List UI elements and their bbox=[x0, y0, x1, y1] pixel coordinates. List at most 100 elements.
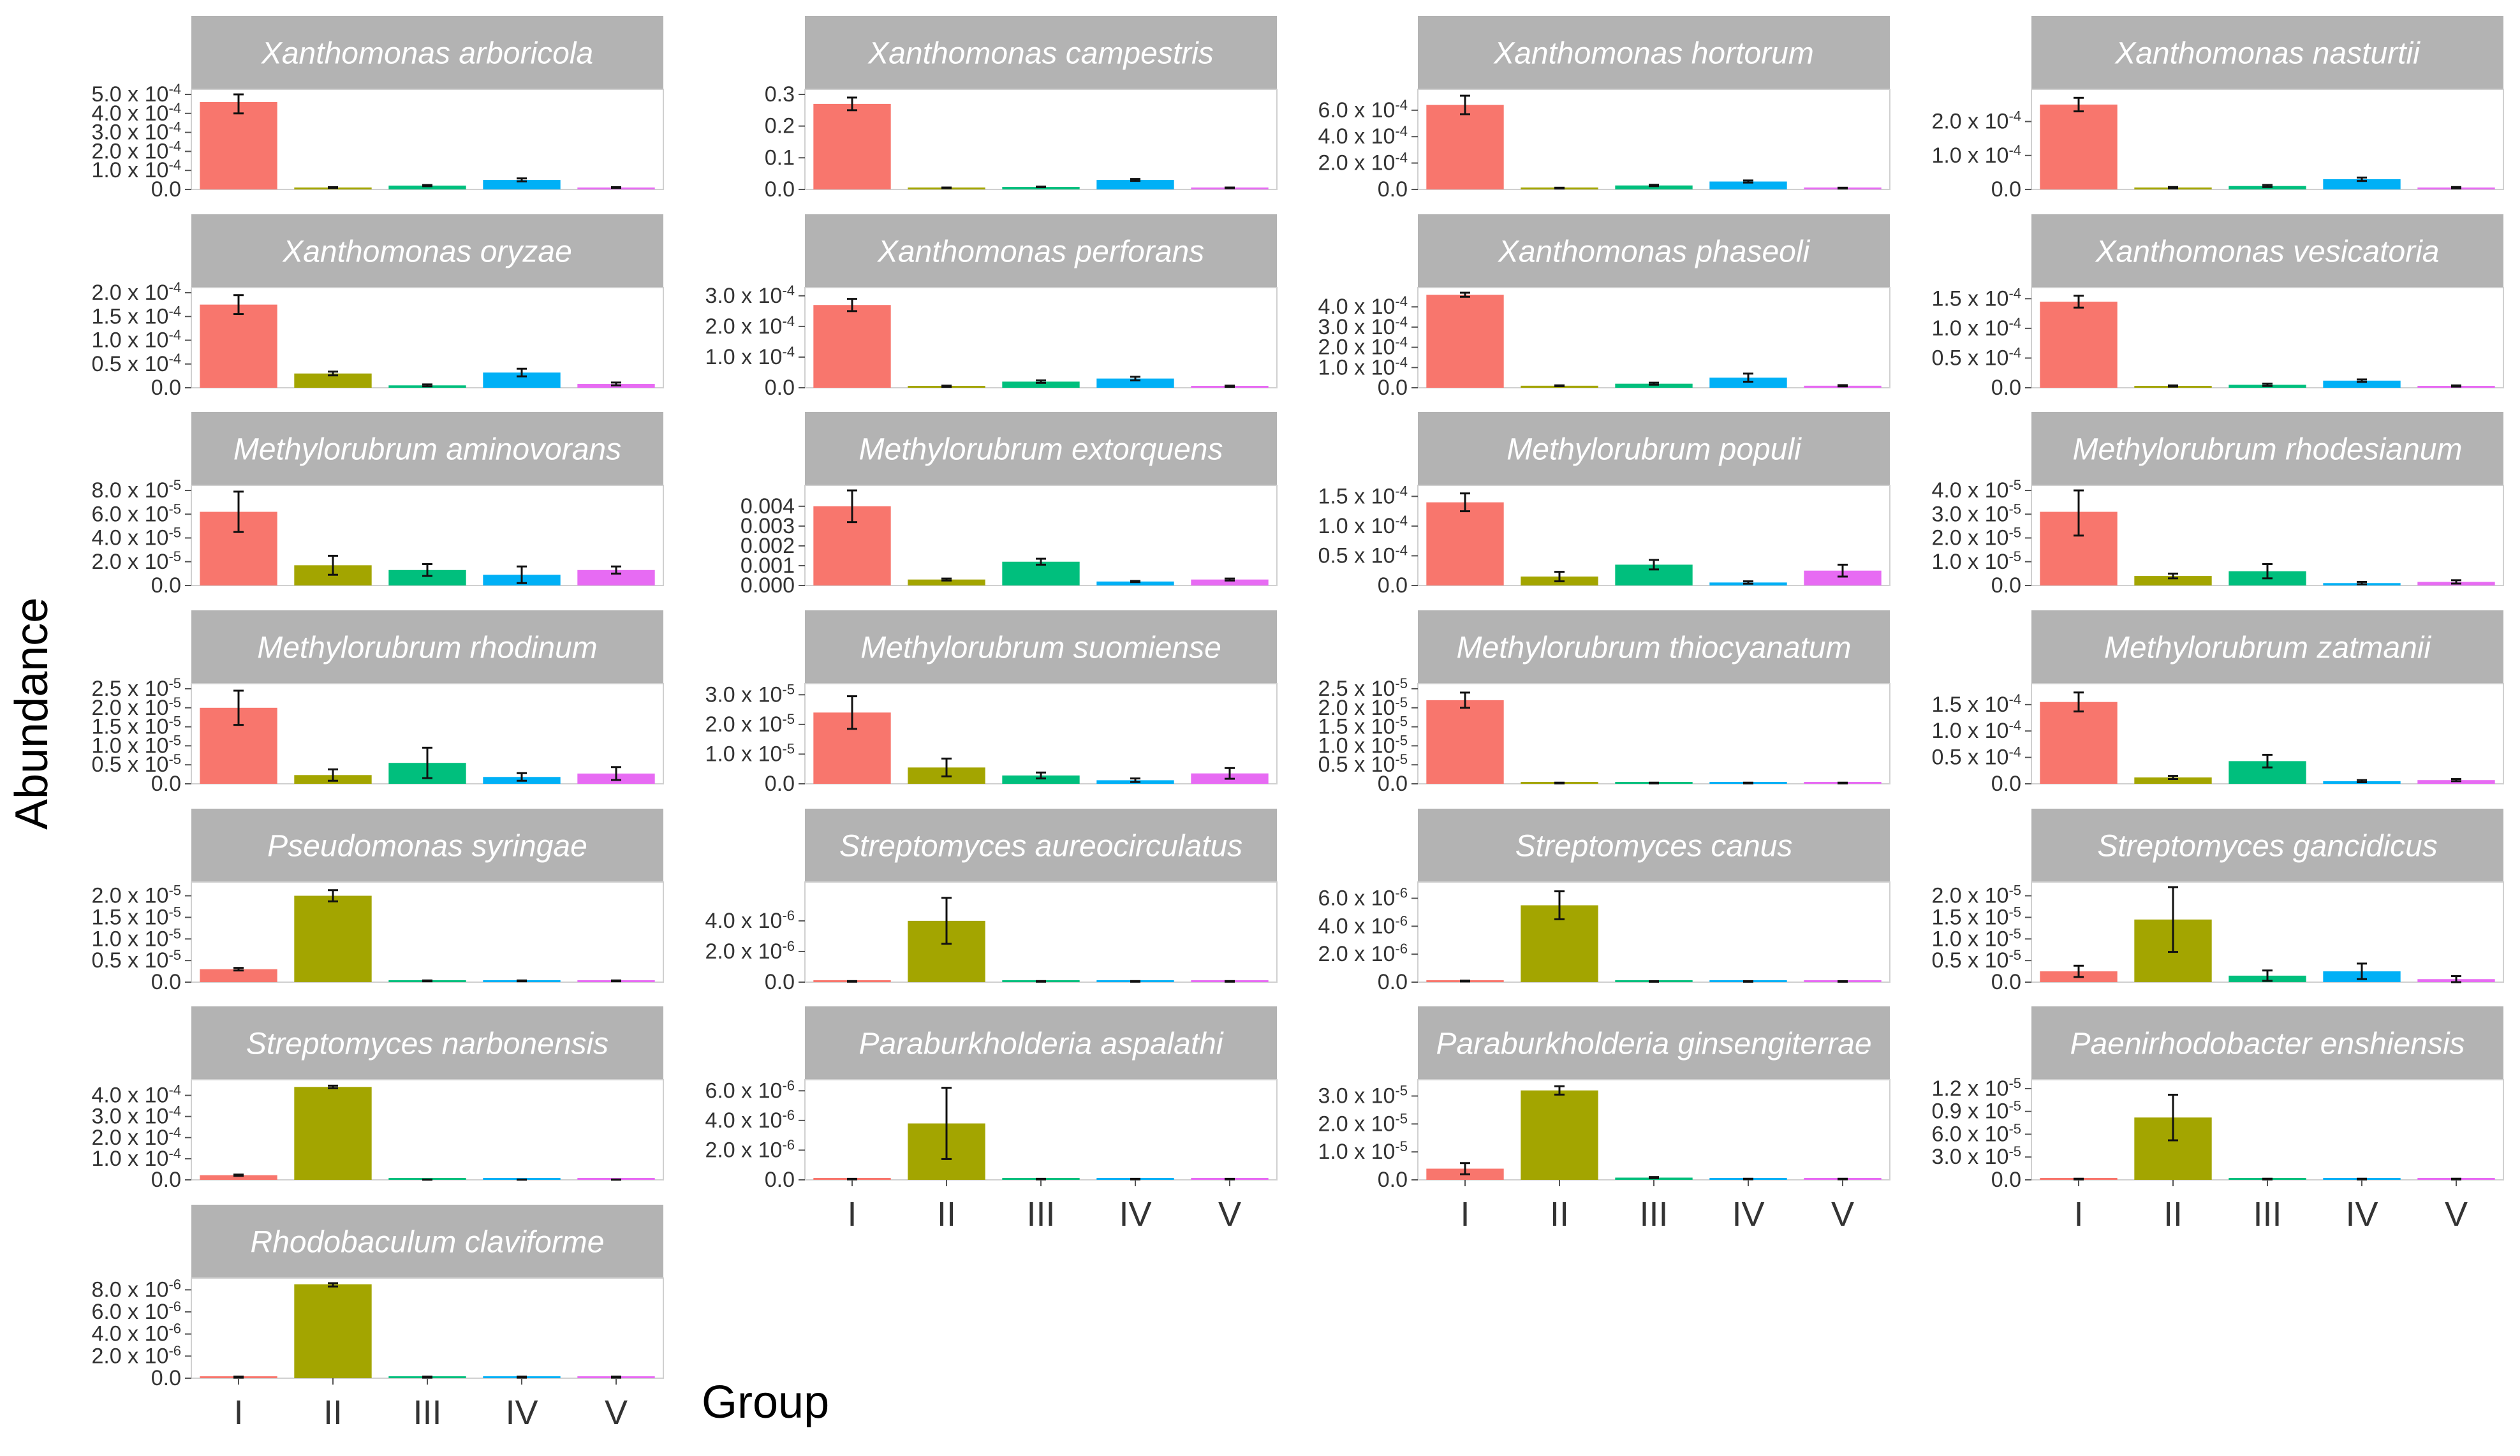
bar-IV bbox=[483, 372, 561, 388]
y-tick-label: 4.0 x 10-4 bbox=[91, 99, 181, 126]
bar-IV bbox=[1709, 181, 1787, 189]
panel: Xanthomonas nasturtii 0.0 1.0 x 10-4 2.0 x … bbox=[1931, 16, 2504, 202]
y-tick-label: 1.5 x 10-4 bbox=[1931, 691, 2021, 717]
y-tick-label: 0.0 bbox=[1991, 376, 2021, 400]
y-tick-label: 0.5 x 10-5 bbox=[91, 947, 181, 973]
panel-strip bbox=[2031, 412, 2503, 485]
y-tick-label: 0.5 x 10-5 bbox=[91, 751, 181, 777]
x-tick-label: II bbox=[1550, 1195, 1569, 1233]
y-tick-label: 1.0 x 10-5 bbox=[1931, 548, 2021, 574]
bar-I bbox=[813, 305, 891, 388]
y-tick-label: 0.0 bbox=[1991, 1168, 2021, 1192]
x-tick-label: IV bbox=[2345, 1195, 2378, 1233]
bar-IV bbox=[1096, 378, 1174, 388]
y-tick-label: 2.5 x 10-5 bbox=[91, 675, 181, 702]
panel-title: Streptomyces aureocirculatus bbox=[839, 830, 1242, 864]
y-tick-label: 2.0 x 10-6 bbox=[1318, 941, 1408, 967]
panel-title: Streptomyces canus bbox=[1515, 830, 1793, 864]
panel-title: Methylorubrum thiocyanatum bbox=[1457, 631, 1852, 665]
panel-strip bbox=[805, 16, 1277, 89]
panel-strip bbox=[191, 1205, 663, 1278]
y-tick-label: 0.0 bbox=[1378, 177, 1408, 202]
y-tick-label: 1.5 x 10-5 bbox=[91, 713, 181, 739]
panel-strip bbox=[2031, 610, 2503, 684]
y-tick-label: 0.0 bbox=[1991, 573, 2021, 598]
y-tick-label: 0.0 bbox=[151, 1366, 181, 1390]
y-tick-label: 1.5 x 10-5 bbox=[91, 904, 181, 930]
panel-plot-area bbox=[191, 1277, 664, 1379]
y-tick-label: 2.0 x 10-5 bbox=[1318, 1110, 1408, 1136]
panel-title: Methylorubrum aminovorans bbox=[233, 433, 621, 467]
panel-title: Xanthomonas perforans bbox=[877, 235, 1204, 269]
panel: Xanthomonas perforans 0.0 1.0 x 10-4 2.0 x … bbox=[705, 214, 1278, 400]
bar-I bbox=[1426, 502, 1504, 585]
y-tick-label: 1.0 x 10-5 bbox=[1931, 925, 2021, 952]
y-tick-label: 1.0 x 10-5 bbox=[1318, 1138, 1408, 1165]
y-tick-label: 2.5 x 10-5 bbox=[1318, 675, 1408, 702]
panel-title: Streptomyces narbonensis bbox=[246, 1027, 608, 1061]
panel-title: Xanthomonas nasturtii bbox=[2114, 37, 2421, 71]
panel: Streptomyces aureocirculatus 0.0 2.0 x 10-… bbox=[705, 809, 1278, 994]
bar-I bbox=[813, 103, 891, 189]
bar-V bbox=[1191, 579, 1269, 585]
y-tick-label: 1.0 x 10-5 bbox=[705, 740, 795, 767]
panel-strip bbox=[1418, 412, 1890, 485]
x-tick-label: IV bbox=[1119, 1195, 1151, 1233]
panel-strip bbox=[805, 412, 1277, 485]
panel: Methylorubrum rhodinum 0.00.5 x 10-51.0 x… bbox=[91, 610, 664, 796]
y-tick-label: 6.0 x 10-6 bbox=[91, 1298, 181, 1325]
y-tick-label: 0.3 bbox=[765, 82, 795, 107]
bar-I bbox=[1426, 700, 1504, 784]
panel-title: Methylorubrum zatmanii bbox=[2104, 631, 2432, 665]
y-tick-label: 1.5 x 10-4 bbox=[1318, 483, 1408, 509]
y-tick-label: 0.5 x 10-4 bbox=[1931, 744, 2021, 770]
bar-II bbox=[1521, 1090, 1598, 1180]
panel: Xanthomonas vesicatoria 0.0 0.5 x 10-4 1.0 … bbox=[1931, 214, 2504, 400]
y-tick-label: 2.0 x 10-4 bbox=[1931, 108, 2021, 134]
x-tick-label: II bbox=[937, 1195, 956, 1233]
y-tick-label: 2.0 x 10-5 bbox=[1931, 524, 2021, 550]
panel-title: Paenirhodobacter enshiensis bbox=[2070, 1027, 2465, 1061]
y-tick-label: 0.0 bbox=[1378, 1168, 1408, 1192]
y-tick-label: 0.0 bbox=[1378, 376, 1408, 400]
y-tick-label: 0.5 x 10-4 bbox=[1318, 542, 1408, 568]
bar-III bbox=[1615, 185, 1693, 189]
panel-plot-area bbox=[804, 881, 1278, 983]
y-tick-label: 0.0 bbox=[1378, 573, 1408, 598]
panel-plot-area bbox=[1417, 881, 1890, 983]
bar-I bbox=[200, 304, 277, 388]
y-tick-label: 3.0 x 10-4 bbox=[91, 1103, 181, 1129]
bar-II bbox=[908, 579, 985, 585]
panel-strip bbox=[805, 1006, 1277, 1080]
y-tick-label: 2.0 x 10-5 bbox=[91, 548, 181, 574]
bar-I bbox=[2040, 702, 2118, 784]
y-tick-label: 0.0 bbox=[151, 772, 181, 796]
panel-title: Xanthomonas campestris bbox=[867, 37, 1214, 71]
bar-II bbox=[2134, 777, 2212, 784]
y-tick-label: 3.0 x 10-5 bbox=[705, 681, 795, 707]
panel: Paraburkholderia aspalathi 0.0 2.0 x 10-6 4… bbox=[705, 1006, 1278, 1233]
panel-strip bbox=[191, 1006, 663, 1080]
y-tick-label: 6.0 x 10-6 bbox=[705, 1077, 795, 1103]
bar-III bbox=[1002, 775, 1080, 784]
panel-plot-area bbox=[2031, 881, 2504, 983]
y-tick-label: 0.0 bbox=[765, 177, 795, 202]
y-tick-label: 0.0 bbox=[151, 376, 181, 400]
y-tick-label: 0.003 bbox=[741, 514, 795, 538]
y-tick-label: 0.1 bbox=[765, 145, 795, 170]
bar-I bbox=[1426, 295, 1504, 388]
bar-IV bbox=[1096, 581, 1174, 585]
y-tick-label: 0.5 x 10-4 bbox=[91, 350, 181, 376]
y-tick-label: 1.0 x 10-4 bbox=[1318, 354, 1408, 380]
panel-strip bbox=[191, 610, 663, 684]
x-tick-label: I bbox=[233, 1393, 243, 1432]
panel-strip bbox=[2031, 1006, 2503, 1080]
y-tick-label: 0.0 bbox=[765, 772, 795, 796]
y-tick-label: 2.0 x 10-6 bbox=[91, 1342, 181, 1369]
bar-III bbox=[1002, 381, 1080, 388]
bar-I bbox=[200, 101, 277, 189]
y-tick-label: 8.0 x 10-6 bbox=[91, 1276, 181, 1302]
y-tick-label: 4.0 x 10-4 bbox=[91, 1082, 181, 1108]
x-axis-title: Group bbox=[702, 1377, 830, 1428]
y-tick-label: 2.0 x 10-4 bbox=[1318, 334, 1408, 360]
